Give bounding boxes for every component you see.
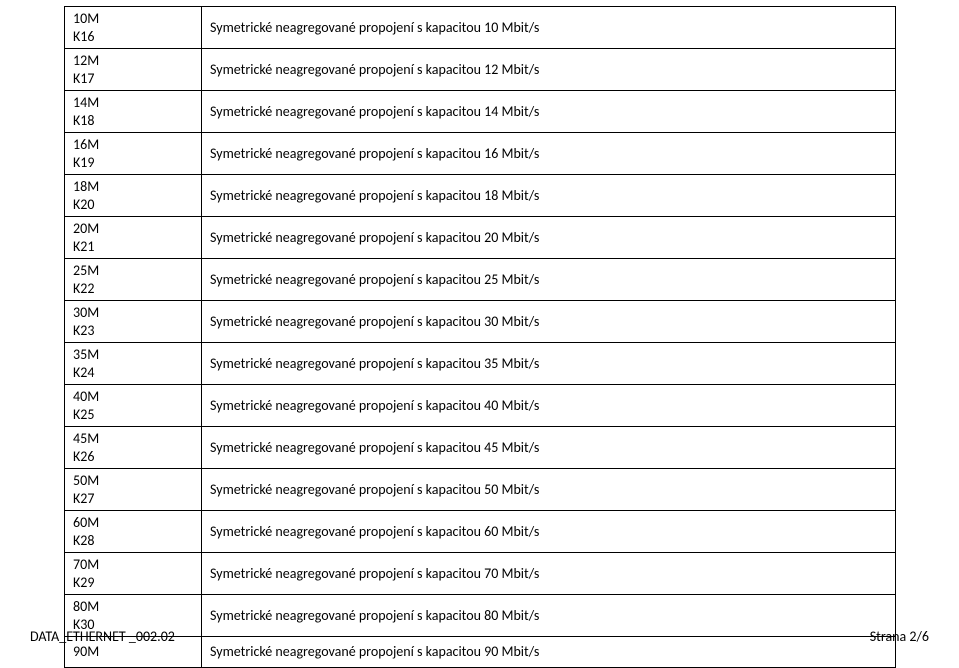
table-row: 40MK25Symetrické neagregované propojení … xyxy=(65,385,896,427)
code-id: K16 xyxy=(73,28,193,46)
footer-doc-id: DATA_ETHERNET _002.02 xyxy=(30,628,175,645)
code-speed: 50M xyxy=(73,472,193,490)
code-speed: 20M xyxy=(73,220,193,238)
code-cell: 12MK17 xyxy=(65,49,202,91)
table-row: 30MK23Symetrické neagregované propojení … xyxy=(65,301,896,343)
description-cell: Symetrické neagregované propojení s kapa… xyxy=(202,511,896,553)
code-id: K25 xyxy=(73,406,193,424)
description-cell: Symetrické neagregované propojení s kapa… xyxy=(202,343,896,385)
table-row: 50MK27Symetrické neagregované propojení … xyxy=(65,469,896,511)
description-cell: Symetrické neagregované propojení s kapa… xyxy=(202,469,896,511)
code-cell: 45MK26 xyxy=(65,427,202,469)
code-cell: 14MK18 xyxy=(65,91,202,133)
table-row: 10MK16Symetrické neagregované propojení … xyxy=(65,7,896,49)
footer-page-number: Strana 2/6 xyxy=(870,628,929,645)
code-cell: 60MK28 xyxy=(65,511,202,553)
code-speed: 60M xyxy=(73,514,193,532)
code-speed: 16M xyxy=(73,136,193,154)
code-cell: 70MK29 xyxy=(65,553,202,595)
table-row: 45MK26Symetrické neagregované propojení … xyxy=(65,427,896,469)
table-row: 90M Symetrické neagregované propojení s k… xyxy=(65,637,896,668)
code-cell: 16MK19 xyxy=(65,133,202,175)
code-speed: 12M xyxy=(73,52,193,70)
table-row: 18MK20Symetrické neagregované propojení … xyxy=(65,175,896,217)
table-row: 20MK21Symetrické neagregované propojení … xyxy=(65,217,896,259)
code-id: K19 xyxy=(73,154,193,172)
code-cell: 35MK24 xyxy=(65,343,202,385)
code-speed: 25M xyxy=(73,262,193,280)
code-speed: 35M xyxy=(73,346,193,364)
description-cell: Symetrické neagregované propojení s kapa… xyxy=(202,259,896,301)
description-cell: Symetrické neagregované propojení s kapa… xyxy=(202,595,896,637)
table-row: 80MK30Symetrické neagregované propojení … xyxy=(65,595,896,637)
code-id: K27 xyxy=(73,490,193,508)
pricing-table-container: 10MK16Symetrické neagregované propojení … xyxy=(64,6,896,668)
code-cell: 25MK22 xyxy=(65,259,202,301)
code-cell: 10MK16 xyxy=(65,7,202,49)
code-speed: 14M xyxy=(73,94,193,112)
code-speed: 90M xyxy=(73,643,193,661)
description-cell: Symetrické neagregované propojení s kapa… xyxy=(202,385,896,427)
code-cell: 18MK20 xyxy=(65,175,202,217)
description-cell: Symetrické neagregované propojení s kapa… xyxy=(202,553,896,595)
code-cell: 40MK25 xyxy=(65,385,202,427)
code-id: K21 xyxy=(73,238,193,256)
description-cell: Symetrické neagregované propojení s kapa… xyxy=(202,217,896,259)
description-cell: Symetrické neagregované propojení s kapa… xyxy=(202,175,896,217)
code-speed: 18M xyxy=(73,178,193,196)
code-id: K18 xyxy=(73,112,193,130)
code-speed: 30M xyxy=(73,304,193,322)
pricing-table: 10MK16Symetrické neagregované propojení … xyxy=(64,6,896,668)
table-row: 60MK28Symetrické neagregované propojení … xyxy=(65,511,896,553)
code-speed: 10M xyxy=(73,10,193,28)
code-id: K29 xyxy=(73,574,193,592)
table-row: 12MK17Symetrické neagregované propojení … xyxy=(65,49,896,91)
description-cell: Symetrické neagregované propojení s kapa… xyxy=(202,301,896,343)
code-id: K22 xyxy=(73,280,193,298)
code-speed: 80M xyxy=(73,598,193,616)
code-id: K26 xyxy=(73,448,193,466)
table-row: 14MK18Symetrické neagregované propojení … xyxy=(65,91,896,133)
code-id: K17 xyxy=(73,70,193,88)
code-id: K23 xyxy=(73,322,193,340)
description-cell: Symetrické neagregované propojení s kapa… xyxy=(202,133,896,175)
table-row: 70MK29Symetrické neagregované propojení … xyxy=(65,553,896,595)
table-row: 25MK22Symetrické neagregované propojení … xyxy=(65,259,896,301)
description-cell: Symetrické neagregované propojení s kapa… xyxy=(202,7,896,49)
table-row: 16MK19Symetrické neagregované propojení … xyxy=(65,133,896,175)
code-cell: 20MK21 xyxy=(65,217,202,259)
code-speed: 45M xyxy=(73,430,193,448)
code-speed: 70M xyxy=(73,556,193,574)
code-cell: 50MK27 xyxy=(65,469,202,511)
code-id: K20 xyxy=(73,196,193,214)
description-cell: Symetrické neagregované propojení s kapa… xyxy=(202,637,896,668)
code-cell: 30MK23 xyxy=(65,301,202,343)
code-speed: 40M xyxy=(73,388,193,406)
description-cell: Symetrické neagregované propojení s kapa… xyxy=(202,91,896,133)
table-row: 35MK24Symetrické neagregované propojení … xyxy=(65,343,896,385)
code-id: K28 xyxy=(73,532,193,550)
code-id: K24 xyxy=(73,364,193,382)
description-cell: Symetrické neagregované propojení s kapa… xyxy=(202,427,896,469)
description-cell: Symetrické neagregované propojení s kapa… xyxy=(202,49,896,91)
